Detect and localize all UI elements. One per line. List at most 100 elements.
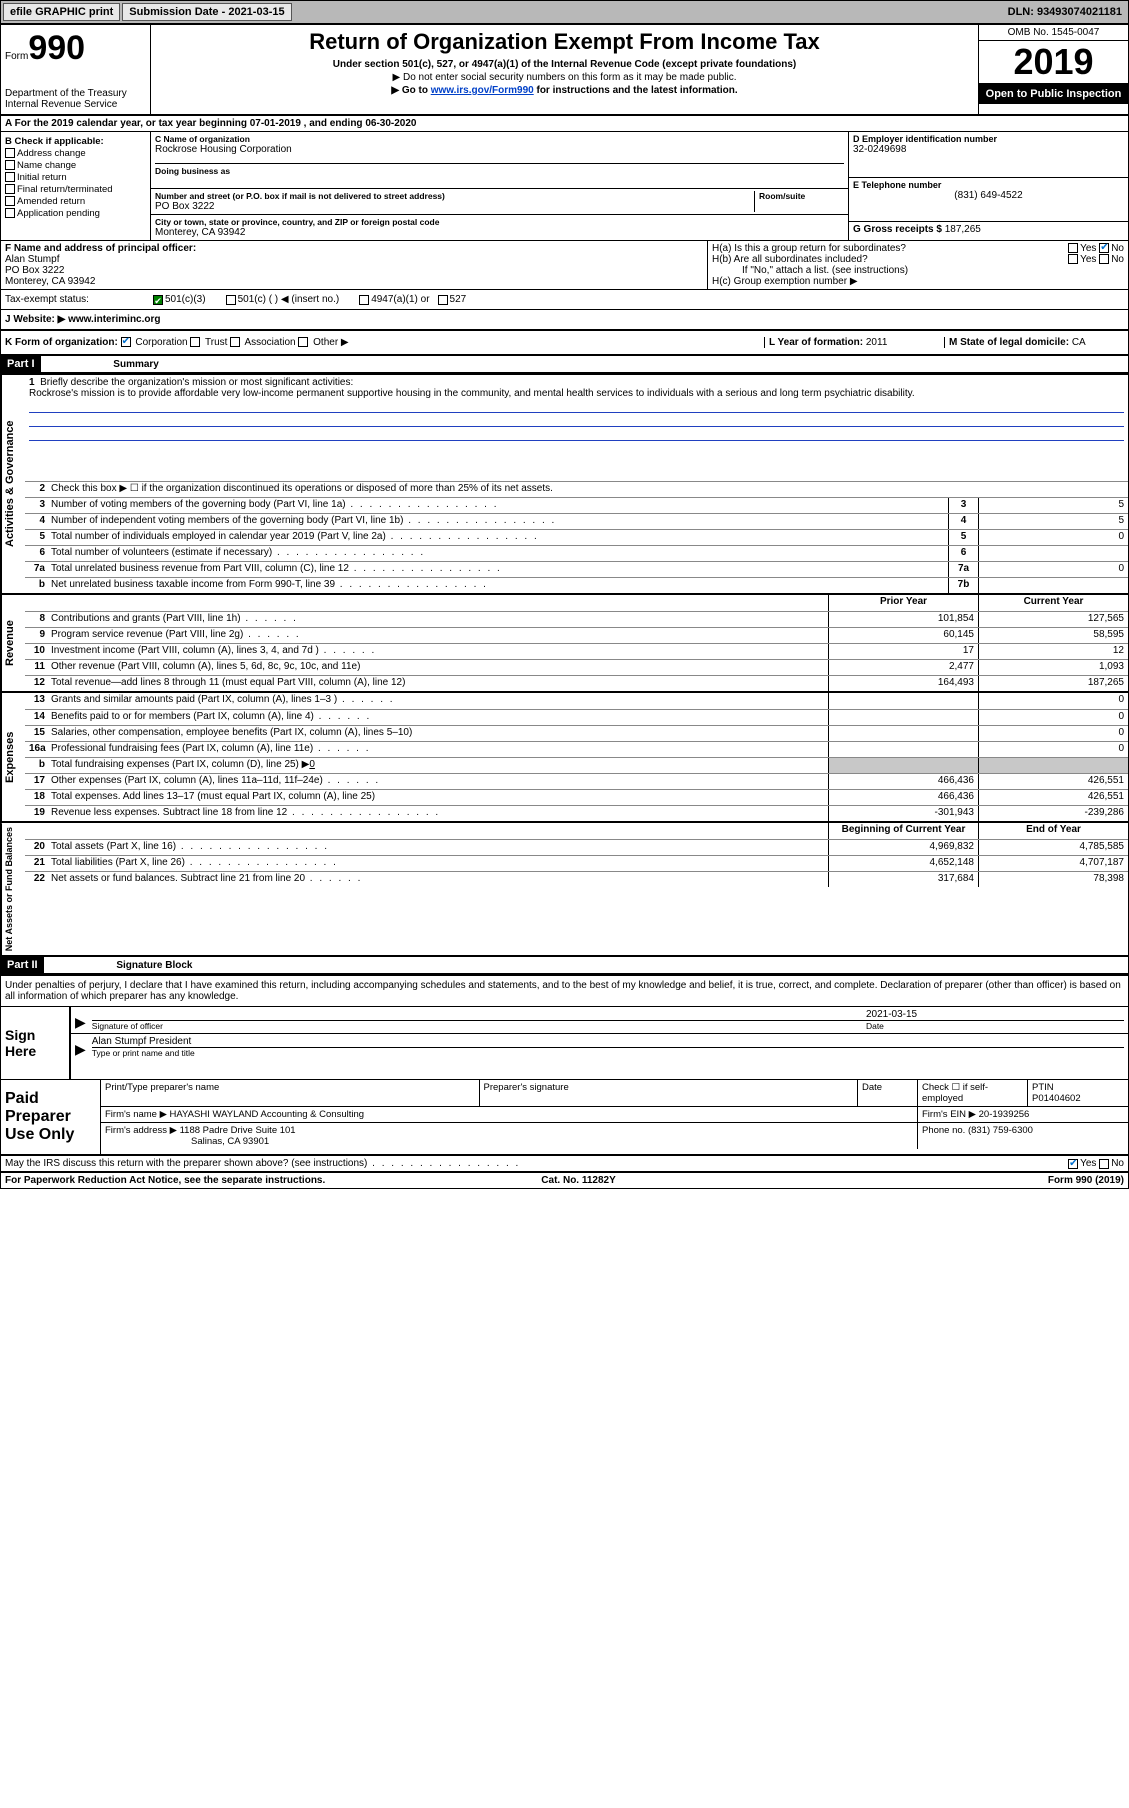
- r10c: 12: [978, 644, 1128, 659]
- r10p: 17: [828, 644, 978, 659]
- section-bcd: B Check if applicable: Address change Na…: [1, 132, 1128, 241]
- tel-lbl: E Telephone number: [853, 180, 1124, 190]
- e17p: 466,436: [828, 774, 978, 789]
- v4: 5: [978, 514, 1128, 529]
- chk-pending[interactable]: Application pending: [5, 208, 146, 219]
- v7b: [978, 578, 1128, 593]
- ein-lbl: D Employer identification number: [853, 134, 1124, 144]
- m-val: CA: [1072, 337, 1086, 348]
- mission-block: 1 Briefly describe the organization's mi…: [25, 375, 1128, 481]
- chk-amended[interactable]: Amended return: [5, 196, 146, 207]
- arrow-icon: ▶: [75, 1041, 86, 1058]
- ptin: P01404602: [1032, 1093, 1081, 1104]
- r11p: 2,477: [828, 660, 978, 675]
- gross-row: G Gross receipts $ 187,265: [849, 222, 1128, 237]
- eoy-hdr: End of Year: [978, 823, 1128, 839]
- form-label: Form: [5, 51, 28, 62]
- chk-discuss-yes[interactable]: [1068, 1159, 1078, 1169]
- sig-name-line: ▶ Alan Stumpf President Type or print na…: [71, 1034, 1128, 1060]
- chk-corp[interactable]: [121, 337, 131, 347]
- dba-lbl: Doing business as: [155, 163, 844, 176]
- paid-row-1: Print/Type preparer's name Preparer's si…: [101, 1080, 1128, 1107]
- l20: Total assets (Part X, line 16): [49, 840, 828, 855]
- efile-btn[interactable]: efile GRAPHIC print: [3, 3, 120, 21]
- addr-lbl: Number and street (or P.O. box if mail i…: [155, 191, 754, 201]
- footer-right: Form 990 (2019): [1048, 1175, 1124, 1186]
- chk-4947[interactable]: [359, 295, 369, 305]
- sig-officer-lbl: Signature of officer: [92, 1020, 866, 1031]
- chk-501c[interactable]: [226, 295, 236, 305]
- footer-left: For Paperwork Reduction Act Notice, see …: [5, 1175, 325, 1186]
- chk-name[interactable]: Name change: [5, 160, 146, 171]
- city: Monterey, CA 93942: [155, 227, 844, 238]
- form990-link[interactable]: www.irs.gov/Form990: [431, 85, 534, 96]
- ptin-cell: PTINP01404602: [1028, 1080, 1128, 1106]
- chk-other[interactable]: [298, 337, 308, 347]
- chk-assoc[interactable]: [230, 337, 240, 347]
- chk-527[interactable]: [438, 295, 448, 305]
- part2-tag: Part II: [1, 957, 44, 973]
- revenue-section: Revenue Prior YearCurrent Year 8Contribu…: [1, 593, 1128, 691]
- tax-year: 2019: [979, 41, 1128, 84]
- f-lbl: F Name and address of principal officer:: [5, 243, 196, 254]
- chk-initial[interactable]: Initial return: [5, 172, 146, 183]
- chk-501c3[interactable]: ✔: [153, 295, 163, 305]
- form-header: Form990 Department of the Treasury Inter…: [1, 25, 1128, 116]
- form-title: Return of Organization Exempt From Incom…: [159, 29, 970, 55]
- r8c: 127,565: [978, 612, 1128, 627]
- b-title: B Check if applicable:: [5, 136, 104, 147]
- f-addr2: Monterey, CA 93942: [5, 276, 95, 287]
- e19p: -301,943: [828, 806, 978, 821]
- r12p: 164,493: [828, 676, 978, 691]
- prep-sig-lbl: Preparer's signature: [480, 1080, 859, 1106]
- gross-lbl: G Gross receipts $: [853, 224, 945, 235]
- subtitle: Under section 501(c), 527, or 4947(a)(1)…: [159, 59, 970, 70]
- l19: Revenue less expenses. Subtract line 18 …: [49, 806, 828, 821]
- paid-row-3: Firm's address ▶ 1188 Padre Drive Suite …: [101, 1123, 1128, 1149]
- expenses-section: Expenses 13Grants and similar amounts pa…: [1, 691, 1128, 821]
- footer-mid: Cat. No. 11282Y: [541, 1175, 615, 1186]
- org-name: Rockrose Housing Corporation: [155, 144, 844, 155]
- group-return: H(a) Is this a group return for subordin…: [708, 241, 1128, 289]
- n22c: 78,398: [978, 872, 1128, 887]
- l22: Net assets or fund balances. Subtract li…: [49, 872, 828, 887]
- v5: 0: [978, 530, 1128, 545]
- org-name-row: C Name of organization Rockrose Housing …: [151, 132, 848, 189]
- part-1-header: Part I Summary: [1, 356, 1128, 373]
- submission-date-btn[interactable]: Submission Date - 2021-03-15: [122, 3, 291, 21]
- chk-address[interactable]: Address change: [5, 148, 146, 159]
- n22p: 317,684: [828, 872, 978, 887]
- r8p: 101,854: [828, 612, 978, 627]
- firm-ein: 20-1939256: [979, 1109, 1030, 1120]
- l3: Number of voting members of the governin…: [49, 498, 948, 513]
- n21c: 4,707,187: [978, 856, 1128, 871]
- dept-irs: Internal Revenue Service: [5, 99, 146, 110]
- note2-pre: ▶ Go to: [391, 85, 430, 96]
- chk-trust[interactable]: [190, 337, 200, 347]
- r12c: 187,265: [978, 676, 1128, 691]
- chk-final[interactable]: Final return/terminated: [5, 184, 146, 195]
- sign-here-block: Sign Here ▶ Signature of officer 2021-03…: [1, 1006, 1128, 1080]
- col-d: D Employer identification number 32-0249…: [848, 132, 1128, 240]
- k-row: K Form of organization: Corporation Trus…: [1, 331, 1128, 356]
- note-link: ▶ Go to www.irs.gov/Form990 for instruct…: [159, 85, 970, 96]
- side-rev: Revenue: [1, 595, 25, 691]
- col-b: B Check if applicable: Address change Na…: [1, 132, 151, 240]
- sig-date-lbl: Date: [866, 1020, 1124, 1031]
- cy-hdr: Current Year: [978, 595, 1128, 611]
- header-left: Form990 Department of the Treasury Inter…: [1, 25, 151, 114]
- dept-treasury: Department of the Treasury: [5, 88, 146, 99]
- prep-name-lbl: Print/Type preparer's name: [101, 1080, 480, 1106]
- website-lbl: J Website: ▶: [5, 314, 68, 325]
- hc-row: H(c) Group exemption number ▶: [712, 276, 1124, 287]
- n21p: 4,652,148: [828, 856, 978, 871]
- sig-intro: Under penalties of perjury, I declare th…: [1, 974, 1128, 1006]
- section-fh: F Name and address of principal officer:…: [1, 241, 1128, 290]
- chk-discuss-no[interactable]: [1099, 1159, 1109, 1169]
- form-number: 990: [28, 29, 85, 67]
- e15p: [828, 726, 978, 741]
- part-2-header: Part II Signature Block: [1, 955, 1128, 974]
- ein-row: D Employer identification number 32-0249…: [849, 132, 1128, 178]
- paid-title: Paid Preparer Use Only: [1, 1080, 101, 1154]
- row-a: A For the 2019 calendar year, or tax yea…: [1, 116, 1128, 132]
